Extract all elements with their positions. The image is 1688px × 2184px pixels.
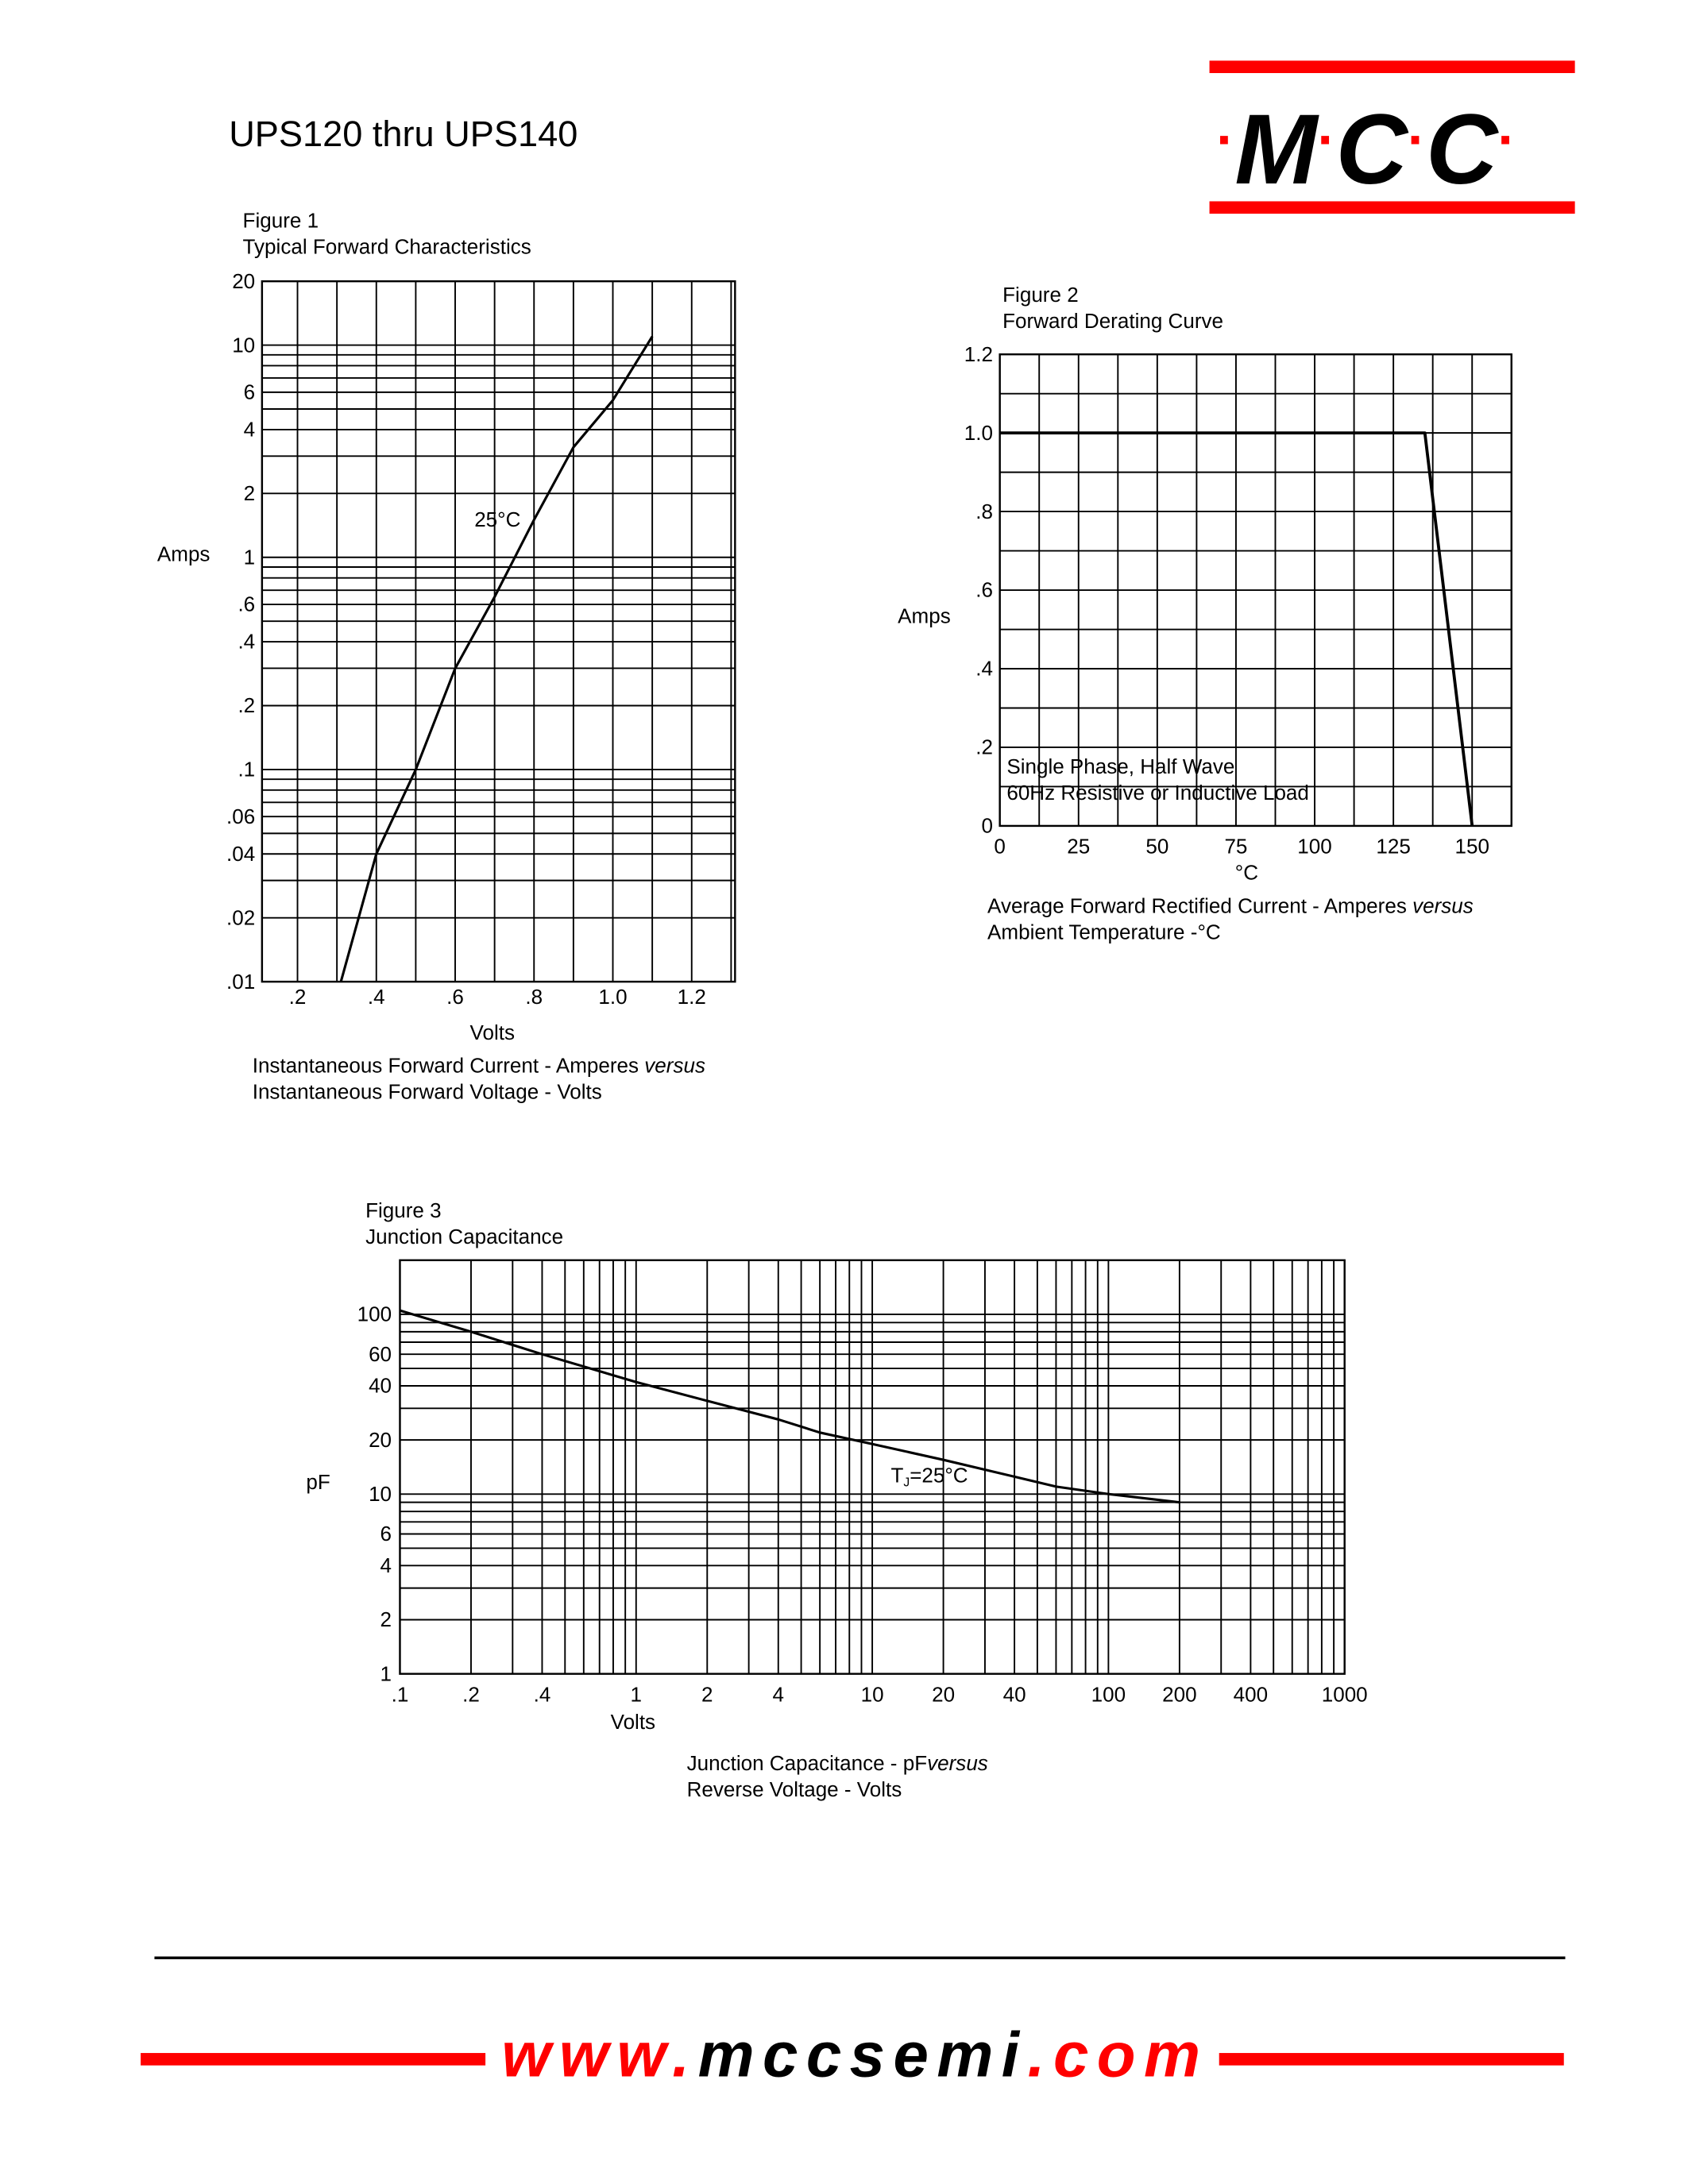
y-tick-label: 4	[244, 418, 255, 442]
y-tick-label: .04	[226, 842, 255, 866]
footer-divider	[154, 1956, 1566, 1959]
x-tick-label: 0	[994, 835, 1005, 859]
x-tick-label: 20	[932, 1682, 955, 1706]
footer-right-bar	[1219, 2053, 1564, 2066]
logo-top-bar	[1209, 60, 1575, 74]
y-axis-label: Amps	[157, 542, 211, 566]
x-axis-label: °C	[1235, 861, 1258, 885]
y-tick-label: 1	[244, 545, 255, 569]
x-tick-label: 100	[1091, 1682, 1126, 1706]
condition-note-line2: 60Hz Resistive or Inductive Load	[1006, 781, 1309, 805]
series-line	[999, 431, 1474, 827]
y-tick-label: 6	[380, 1522, 392, 1545]
y-tick-label: 10	[369, 1482, 392, 1506]
y-tick-label: .1	[238, 758, 255, 781]
x-tick-label: .4	[368, 985, 385, 1009]
y-tick-label: .01	[226, 970, 255, 994]
y-tick-label: .2	[975, 735, 993, 759]
x-tick-label: 1.2	[678, 985, 706, 1009]
figure3-caption: Junction Capacitance - pFversus Reverse V…	[686, 1752, 988, 1803]
x-tick-label: 2	[701, 1682, 713, 1706]
figure2-label: Figure 2	[1002, 284, 1079, 308]
x-axis-label: Volts	[611, 1710, 655, 1734]
website-link[interactable]: www.mccsemi.com	[501, 2018, 1209, 2090]
y-tick-label: .6	[975, 578, 993, 602]
x-tick-label: .2	[462, 1682, 480, 1706]
figure1-caption: Instantaneous Forward Current - Amperes …	[252, 1055, 705, 1105]
y-axis-label: pF	[306, 1470, 330, 1494]
x-tick-label: 150	[1455, 835, 1489, 859]
y-tick-label: 100	[357, 1302, 392, 1326]
plot-frame	[999, 353, 1512, 828]
x-tick-label: 75	[1224, 835, 1247, 859]
x-tick-label: 40	[1003, 1682, 1026, 1706]
figure2-chart: 0 25 50 75 100 125 150 1.2 1.0 .8 .6 .4 .2 0 Amps °C	[898, 342, 1512, 885]
figure3-title: Junction Capacitance	[365, 1225, 564, 1249]
y-tick-label: 6	[244, 380, 255, 404]
x-tick-label: 50	[1145, 835, 1168, 859]
x-tick-label: 4	[773, 1682, 784, 1706]
y-tick-label: 20	[369, 1428, 392, 1452]
y-tick-label: 4	[380, 1553, 392, 1577]
y-tick-label: 2	[380, 1607, 392, 1631]
y-tick-label: .4	[238, 630, 255, 654]
plot-frame	[261, 280, 736, 983]
x-tick-label: 200	[1162, 1682, 1196, 1706]
logo-bottom-bar	[1209, 201, 1575, 214]
y-axis-label: Amps	[898, 604, 951, 628]
y-tick-label: .4	[975, 657, 993, 681]
x-tick-label: 100	[1297, 835, 1331, 859]
x-tick-label: 125	[1376, 835, 1410, 859]
footer-left-bar	[141, 2053, 486, 2066]
plot-frame	[399, 1259, 1346, 1675]
figure3-label: Figure 3	[365, 1199, 442, 1223]
x-tick-label: 25	[1067, 835, 1090, 859]
series-line	[400, 1309, 1180, 1504]
logo-lettering: ·M·C·C·	[1216, 95, 1516, 206]
x-tick-label: .1	[392, 1682, 409, 1706]
y-tick-label: 40	[369, 1374, 392, 1398]
figure2-caption: Average Forward Rectified Current - Ampe…	[987, 894, 1474, 945]
x-tick-label: .2	[289, 985, 307, 1009]
figure3-chart: .1 .2 .4 1 2 4 10 20 40 100 200 400 1000 100 60 40 20 10 6…	[306, 1259, 1368, 1734]
y-tick-label: 0	[982, 814, 993, 838]
y-tick-label: 20	[232, 269, 255, 293]
x-tick-label: 1	[631, 1682, 642, 1706]
curve-annotation-25c: 25°C	[474, 507, 520, 531]
page-title: UPS120 thru UPS140	[229, 113, 578, 155]
y-tick-label: 10	[232, 333, 255, 357]
y-tick-label: .02	[226, 905, 255, 929]
figure2-title: Forward Derating Curve	[1002, 310, 1224, 334]
figure1-title: Typical Forward Characteristics	[242, 235, 531, 260]
grid	[261, 281, 736, 982]
grid	[999, 354, 1512, 826]
x-tick-label: .4	[534, 1682, 551, 1706]
curve-annotation-tj: TJ=25°C	[891, 1463, 968, 1489]
x-tick-label: 10	[861, 1682, 884, 1706]
y-tick-label: .8	[975, 500, 993, 523]
x-axis-label: Volts	[470, 1021, 515, 1044]
x-tick-label: 1.0	[598, 985, 627, 1009]
y-tick-label: 1.0	[964, 421, 993, 445]
x-tick-label: .8	[525, 985, 543, 1009]
x-tick-label: .6	[446, 985, 464, 1009]
figure1-label: Figure 1	[242, 209, 319, 233]
y-tick-label: .6	[238, 592, 255, 616]
y-tick-label: 1	[380, 1661, 392, 1685]
y-tick-label: .2	[238, 693, 255, 717]
condition-note-line1: Single Phase, Half Wave	[1006, 754, 1234, 778]
series-line	[339, 335, 654, 982]
grid	[400, 1260, 1345, 1674]
x-tick-label: 400	[1234, 1682, 1268, 1706]
y-tick-label: .06	[226, 805, 255, 828]
figure1-chart: .2 .4 .6 .8 1.0 1.2 20 10 6 4 2 1 .6 .4 .2 .1 .06 .04 .02.…	[157, 269, 736, 1044]
y-tick-label: 1.2	[964, 342, 993, 366]
y-tick-label: 60	[369, 1342, 392, 1366]
y-tick-label: 2	[244, 481, 255, 505]
x-tick-label: 1000	[1322, 1682, 1368, 1706]
